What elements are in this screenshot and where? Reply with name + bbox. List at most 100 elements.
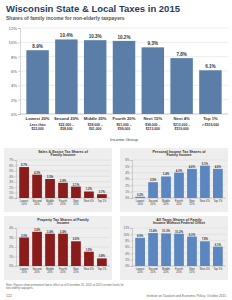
text-line: Fourth 20% <box>113 116 136 121</box>
y-tick-mark <box>15 238 17 239</box>
x-tick-label: Top 1% <box>213 267 223 271</box>
text-line: 20% <box>150 270 156 274</box>
text-line: $61,000 <box>89 127 101 131</box>
x-sub-label: $61,000 –$99,000 <box>116 123 131 131</box>
x-tick-label: Lowest20% <box>20 267 29 274</box>
grid-line <box>16 228 110 229</box>
data-label: 4.6% <box>215 165 222 169</box>
data-label: 3.4% <box>60 230 67 234</box>
y-tick-label: 0% <box>9 264 14 268</box>
y-tick-label: 3% <box>9 180 14 184</box>
text-line: 15% <box>73 270 79 274</box>
text-line: Top 1% <box>213 267 223 271</box>
y-tick-mark <box>15 247 17 248</box>
bars <box>135 233 223 266</box>
y-tick-label: 10% <box>123 233 129 237</box>
grid <box>16 228 110 266</box>
x-sub-label: $213,000 –$519,000 <box>173 123 190 131</box>
y-axis-line <box>15 229 17 267</box>
bar <box>170 58 192 114</box>
x-tick-label: Next 4% <box>84 199 95 203</box>
y-axis: 0%2%4%6%8%10%12% <box>123 226 132 268</box>
grid <box>132 228 226 266</box>
bar <box>19 167 29 198</box>
text-line: 15% <box>189 202 195 206</box>
y-tick-mark <box>18 114 20 115</box>
y-tick-label: 3% <box>9 236 14 240</box>
bar <box>187 237 197 266</box>
grid-line <box>16 165 110 166</box>
grid-line <box>132 160 226 161</box>
y-tick: 4% <box>125 171 132 175</box>
grid <box>132 160 226 198</box>
x-sub-label: > $519,000 <box>202 123 219 127</box>
y-tick: 10% <box>9 40 20 45</box>
y-tick: 2% <box>125 258 132 262</box>
text-line: 20% <box>60 270 66 274</box>
text-line: $213,000 <box>146 127 160 131</box>
bar <box>148 233 158 266</box>
y-tick-mark <box>131 179 133 180</box>
x-axis: Lowest20%Second20%Middle20%Fourth20%Next… <box>20 199 107 206</box>
text-line: 20% <box>137 270 143 274</box>
y-tick-mark <box>18 28 20 29</box>
y-tick-mark <box>131 192 133 193</box>
data-label: 3.4% <box>47 230 54 234</box>
y-tick-label: 12% <box>123 226 129 230</box>
y-tick-mark <box>18 57 20 58</box>
y-tick-label: 1% <box>9 255 14 259</box>
bar <box>113 41 135 114</box>
x-tick-label: Middle20% <box>46 199 54 206</box>
x-axis: Lowest 20%Second 20%Middle 20%Fourth 20%… <box>26 116 219 131</box>
y-tick: 8% <box>125 239 132 243</box>
y-axis-line <box>131 229 133 267</box>
x-tick-label: Fourth20% <box>59 199 67 206</box>
y-tick-mark <box>18 71 20 72</box>
y-tick-label: 2% <box>9 186 14 190</box>
y-tick-mark <box>131 234 133 235</box>
y-tick: 4% <box>125 252 132 256</box>
x-tick-label: Next 4% <box>200 199 211 203</box>
y-tick: 10% <box>123 233 132 237</box>
x-tick-label: Next15% <box>189 199 195 206</box>
data-label: 8.9% <box>32 44 42 49</box>
bars <box>135 166 223 198</box>
y-tick: 6% <box>125 245 132 249</box>
y-tick: 0% <box>9 196 16 200</box>
x-tick-label: Next 4% <box>200 267 211 271</box>
text-line: Top 1% <box>97 199 107 203</box>
bar <box>148 182 158 198</box>
x-tick-label: Fourth20% <box>59 267 67 274</box>
x-tick-label: Lowest20% <box>136 267 145 274</box>
y-tick: 4% <box>9 226 16 230</box>
bar <box>26 50 48 114</box>
grid-line <box>16 160 110 161</box>
text-line: 20% <box>176 202 182 206</box>
bar <box>135 238 145 266</box>
page: Wisconsin State & Local Taxes in 2015Sha… <box>0 0 232 300</box>
data-label: 9.3% <box>189 233 196 237</box>
x-tick-label: Second 20% <box>54 116 79 121</box>
y-tick-label: 6% <box>11 69 17 74</box>
text-line: Top 1% <box>203 116 218 121</box>
bars <box>26 39 221 114</box>
text-line: Next 4% <box>200 267 211 271</box>
y-tick-mark <box>131 253 133 254</box>
data-labels: 5.7%4.3%3.5%2.8%2.1%1.2%0.7% <box>21 163 106 194</box>
data-labels: 8.9%10.4%10.3%10.2%9.3%7.8%6.1% <box>137 229 222 247</box>
data-label: 1.5% <box>86 248 93 252</box>
y-tick-mark <box>15 176 17 177</box>
data-labels: 8.9%10.4%10.3%10.2%9.3%7.8%6.1% <box>32 33 215 69</box>
x-tick-label: Lowest 20% <box>26 116 50 121</box>
y-tick-mark <box>15 193 17 194</box>
text-line: $519,000 <box>175 127 189 131</box>
y-tick-mark <box>131 198 133 199</box>
data-label: 0.8% <box>99 254 106 258</box>
bars <box>19 232 107 266</box>
text-line: Top 1% <box>97 267 107 271</box>
x-tick-label: Next 4% <box>173 116 190 121</box>
data-label: 3.0% <box>21 234 28 238</box>
y-tick-label: 0% <box>11 112 17 117</box>
x-sub-label: Less than$22,000 <box>30 123 46 131</box>
y-tick: 7% <box>9 158 16 162</box>
